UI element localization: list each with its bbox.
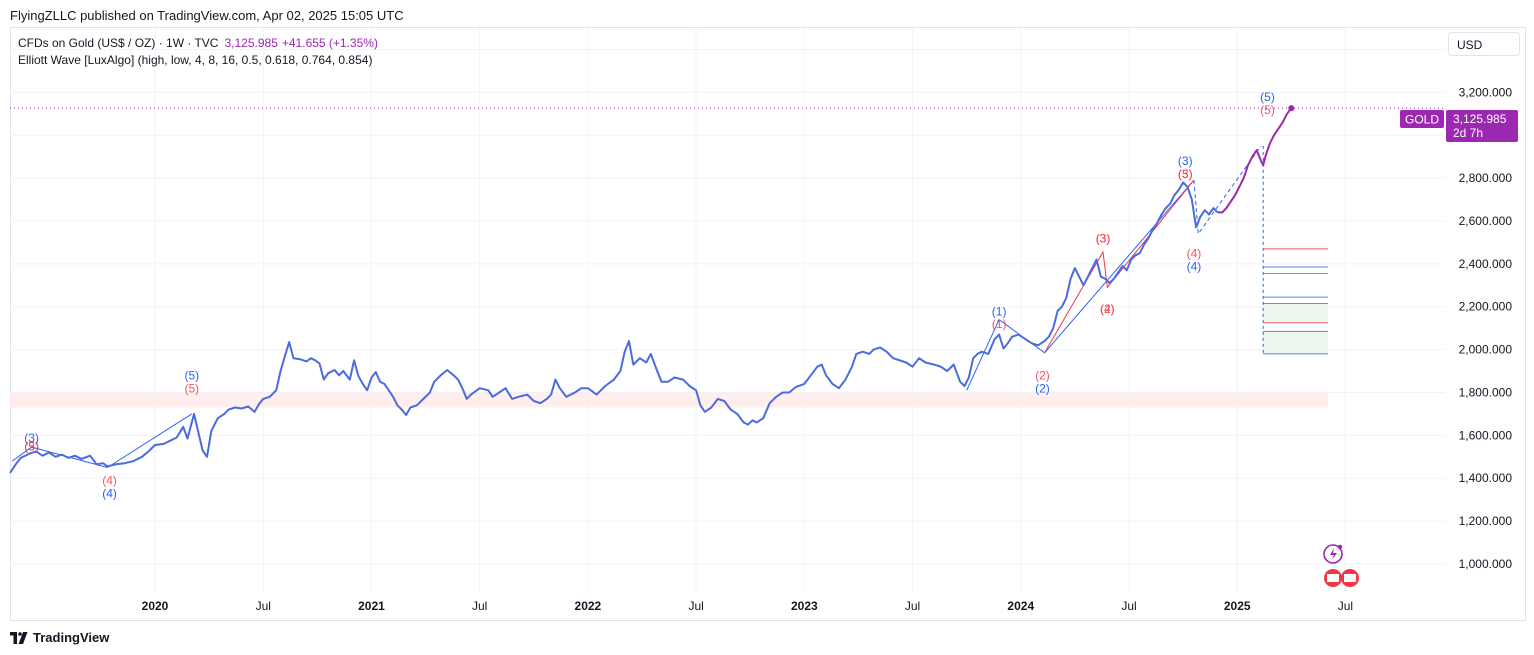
lightning-glyph-icon — [1330, 548, 1337, 560]
wave-label: (3) — [1096, 231, 1111, 245]
wave-label: (3) — [1178, 154, 1193, 168]
fib-zone — [1263, 303, 1329, 323]
price-tag-value: 3,125.985 — [1453, 112, 1507, 126]
y-tick-label: 1,000.000 — [1459, 557, 1513, 571]
wave-label: (4) — [1187, 246, 1202, 260]
y-tick-label: 1,200.000 — [1459, 514, 1513, 528]
y-tick-label: 3,200.000 — [1459, 85, 1513, 99]
wave-label: (3) — [1178, 167, 1193, 181]
legend-indicator[interactable]: Elliott Wave [LuxAlgo] (high, low, 4, 8,… — [18, 53, 373, 67]
us-flag-stripes-icon — [1344, 574, 1356, 582]
wave-line — [966, 179, 1195, 391]
wave-label: (5) — [1260, 103, 1275, 117]
wave-label: (2) — [1100, 302, 1115, 316]
wave-label: (5) — [1178, 167, 1193, 181]
x-tick-label: 2024 — [1007, 599, 1034, 613]
wave-label: (2) — [1035, 381, 1050, 395]
wave-label: (1) — [992, 317, 1007, 331]
wave-line — [11, 413, 193, 469]
y-tick-label: 2,200.000 — [1459, 300, 1513, 314]
price-tag-countdown: 2d 7h — [1453, 126, 1483, 140]
legend-symbol-row: CFDs on Gold (US$ / OZ) · 1W · TVC 3,125.… — [18, 35, 378, 52]
x-tick-label: 2022 — [575, 599, 602, 613]
footer-brand[interactable]: TradingView — [10, 630, 109, 645]
y-tick-label: 1,800.000 — [1459, 385, 1513, 399]
wave-labels: (3)(3)(5)(4)(4)(5)(5)(1)(1)(2)(2)(3)(3)(… — [24, 90, 1275, 501]
y-tick-label: 1,400.000 — [1459, 471, 1513, 485]
wave-label: (3) — [1096, 231, 1111, 245]
wave-label: (5) — [184, 369, 199, 383]
wave-label: (4) — [102, 487, 117, 501]
wave-label: (2) — [1035, 369, 1050, 383]
tradingview-logo-icon — [10, 631, 28, 644]
y-tick-label: 2,000.000 — [1459, 343, 1513, 357]
y-tick-label: 1,600.000 — [1459, 428, 1513, 442]
price-line-recent[interactable] — [1217, 107, 1293, 214]
chart-frame — [10, 27, 1526, 621]
price-tag-bg — [1446, 110, 1518, 142]
currency-button[interactable]: USD — [1448, 32, 1520, 56]
event-icons[interactable] — [1323, 544, 1359, 587]
y-tick-label: 2,800.000 — [1459, 171, 1513, 185]
x-tick-label: Jul — [256, 599, 271, 613]
wave-label: (4) — [102, 474, 117, 488]
wave-label: (4) — [1100, 302, 1115, 316]
y-tick-label: 2,400.000 — [1459, 257, 1513, 271]
x-tick-label: 2021 — [358, 599, 385, 613]
grid — [10, 28, 1445, 594]
x-tick-label: Jul — [905, 599, 920, 613]
notification-dot-icon — [1337, 544, 1343, 550]
wave-label: (5) — [184, 381, 199, 395]
legend-change: +41.655 (+1.35%) — [281, 36, 378, 50]
price-tag-symbol: GOLD — [1405, 113, 1439, 127]
x-tick-label: Jul — [472, 599, 487, 613]
support-zone — [10, 392, 1329, 408]
wave-label: (3) — [24, 431, 39, 445]
wave-label: (5) — [1260, 90, 1275, 104]
price-tag-group: GOLD 3,125.985 2d 7h — [1400, 110, 1518, 142]
x-tick-label: Jul — [1121, 599, 1136, 613]
footer-brand-text: TradingView — [33, 630, 110, 645]
chart-legend: CFDs on Gold (US$ / OZ) · 1W · TVC 3,125.… — [18, 35, 378, 69]
legend-symbol[interactable]: CFDs on Gold (US$ / OZ) · 1W · TVC — [18, 36, 219, 50]
x-tick-label: 2025 — [1224, 599, 1251, 613]
x-tick-label: Jul — [688, 599, 703, 613]
published-caption: FlyingZLLC published on TradingView.com,… — [10, 8, 404, 23]
legend-price: 3,125.985 — [224, 36, 278, 50]
wave-line — [1193, 145, 1262, 236]
last-price-dot — [1288, 105, 1295, 112]
fib-levels — [1262, 145, 1329, 355]
fib-zone — [1263, 331, 1329, 354]
wave-label: (4) — [1187, 259, 1202, 273]
price-series — [9, 105, 1445, 474]
wave-label: (3) — [24, 439, 39, 453]
x-tick-label: Jul — [1338, 599, 1353, 613]
y-tick-label: 2,600.000 — [1459, 214, 1513, 228]
x-tick-label: 2020 — [142, 599, 169, 613]
us-flag-stripes-icon — [1327, 574, 1339, 582]
support-zone-band — [10, 392, 1329, 408]
x-tick-label: 2023 — [791, 599, 818, 613]
wave-label: (5) — [24, 439, 39, 453]
price-line[interactable] — [9, 181, 1219, 474]
x-axis: 2020 Jul 2021 Jul 2022 Jul 2023 Jul 2024 Jul 2025 J… — [142, 599, 1353, 613]
wave-label: (1) — [992, 304, 1007, 318]
price-tag-symbol-bg — [1400, 110, 1444, 128]
